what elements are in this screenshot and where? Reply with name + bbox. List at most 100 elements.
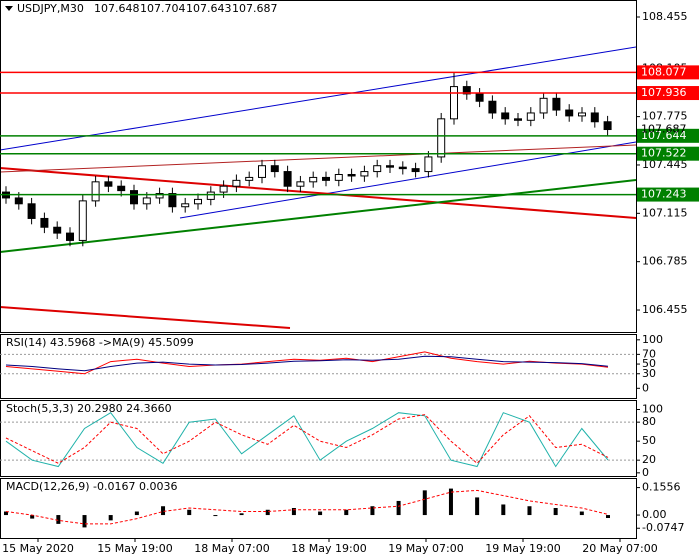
candle-body xyxy=(437,118,446,158)
candle-body xyxy=(53,226,62,234)
x-tick-label: 19 May 19:00 xyxy=(485,542,560,555)
rsi-panel xyxy=(0,334,637,399)
candle-body xyxy=(411,168,420,173)
y-tick-label: 107.775 xyxy=(642,110,688,123)
macd-bar xyxy=(579,511,584,516)
candles xyxy=(2,71,612,247)
red-trendline xyxy=(0,306,291,329)
y-tick-label: 80 xyxy=(642,415,656,428)
candle-body xyxy=(590,112,599,123)
macd-bar xyxy=(108,515,113,521)
y-tick-label: 100 xyxy=(642,333,663,346)
candle-body xyxy=(309,176,318,183)
candle-body xyxy=(578,112,586,117)
level-label: 107.243 xyxy=(641,188,687,201)
candle-body xyxy=(104,181,113,187)
level-label: 107.522 xyxy=(641,147,687,160)
macd-bar xyxy=(344,509,349,516)
candle-body xyxy=(552,97,561,111)
candle-body xyxy=(194,198,202,205)
candle-body xyxy=(283,171,292,187)
candle-body xyxy=(14,197,23,205)
menu-triangle[interactable] xyxy=(5,6,13,11)
indicator-line xyxy=(5,489,609,525)
candle-body xyxy=(40,217,49,228)
drawn-objects xyxy=(0,46,636,329)
indicator-line xyxy=(5,351,609,375)
red-trendline xyxy=(0,167,636,219)
candle-body xyxy=(155,193,164,199)
y-tick-label: 100 xyxy=(642,403,663,416)
x-tick-label: 18 May 07:00 xyxy=(194,542,269,555)
y-tick-label: 50 xyxy=(642,434,656,447)
indicator-title: RSI(14) 43.5968 ->MA(9) 45.5099 xyxy=(6,336,194,349)
candle-body xyxy=(462,86,471,95)
macd-bar xyxy=(56,515,61,524)
indicator-title: MACD(12,26,9) -0.0167 0.0036 xyxy=(6,480,177,493)
macd-bar xyxy=(161,506,166,516)
green-trendline xyxy=(0,179,636,253)
candle-body xyxy=(334,173,343,181)
candle-body xyxy=(539,97,548,114)
candle-body xyxy=(270,165,279,173)
candle-body xyxy=(386,165,394,168)
macd-bar xyxy=(4,511,8,516)
y-tick-label: 0 xyxy=(642,466,649,479)
macd-bar xyxy=(187,509,192,516)
x-tick-label: 15 May 19:00 xyxy=(97,542,172,555)
candle-body xyxy=(360,171,369,177)
x-tick-label: 18 May 19:00 xyxy=(291,542,366,555)
candle-body xyxy=(398,166,407,170)
y-tick-label: 20 xyxy=(642,453,656,466)
macd-bar xyxy=(82,515,87,528)
candle-body xyxy=(66,232,74,241)
ohlc-value: 107.648 xyxy=(94,2,140,15)
y-tick-label: -0.0747 xyxy=(642,521,684,534)
candle-body xyxy=(322,176,330,181)
candle-body xyxy=(91,181,100,202)
candle-body xyxy=(514,118,522,121)
level-tag xyxy=(637,146,699,161)
y-tick-label: 107.115 xyxy=(642,206,688,219)
indicator-line xyxy=(5,355,609,372)
level-tag xyxy=(637,65,699,80)
macd-bar xyxy=(291,508,296,516)
thin-trendline xyxy=(0,144,636,173)
macd-bar xyxy=(422,490,427,516)
level-tag xyxy=(637,187,699,202)
candle-body xyxy=(424,156,433,173)
candle-body xyxy=(373,165,382,173)
macd-bar xyxy=(475,497,480,516)
candle-body xyxy=(117,185,126,192)
macd-bar xyxy=(553,508,558,516)
ohlc-value: 107.643 xyxy=(186,2,232,15)
candle-body xyxy=(450,86,458,120)
candle-body xyxy=(565,109,574,117)
y-tick-label: 70 xyxy=(642,347,656,360)
level-label: 107.644 xyxy=(641,129,687,142)
candle-body xyxy=(245,176,254,181)
level-tag xyxy=(637,86,699,101)
y-tick-label: 106.785 xyxy=(642,255,688,268)
candle-body xyxy=(219,185,228,193)
candle-body xyxy=(475,93,484,102)
channel-upper xyxy=(0,46,636,151)
y-tick-label: 0 xyxy=(642,381,649,394)
level-label: 107.936 xyxy=(641,86,687,99)
candle-body xyxy=(347,173,356,177)
candle-body xyxy=(488,100,497,114)
candle-body xyxy=(168,193,177,208)
macd-bar xyxy=(318,511,323,516)
macd-bar xyxy=(30,515,35,519)
candle-body xyxy=(27,203,36,219)
y-tick-label: 107.445 xyxy=(642,158,688,171)
candle-body xyxy=(78,200,87,241)
macd-bar xyxy=(606,515,610,519)
y-tick-label: 106.455 xyxy=(642,303,688,316)
level-tag xyxy=(637,128,699,143)
macd-panel xyxy=(0,478,637,539)
candle-body xyxy=(526,112,535,121)
candle-body xyxy=(130,190,138,205)
y-tick-label: 0.1556 xyxy=(642,481,681,494)
indicator-title: Stoch(5,3,3) 20.2980 24.3660 xyxy=(6,402,172,415)
